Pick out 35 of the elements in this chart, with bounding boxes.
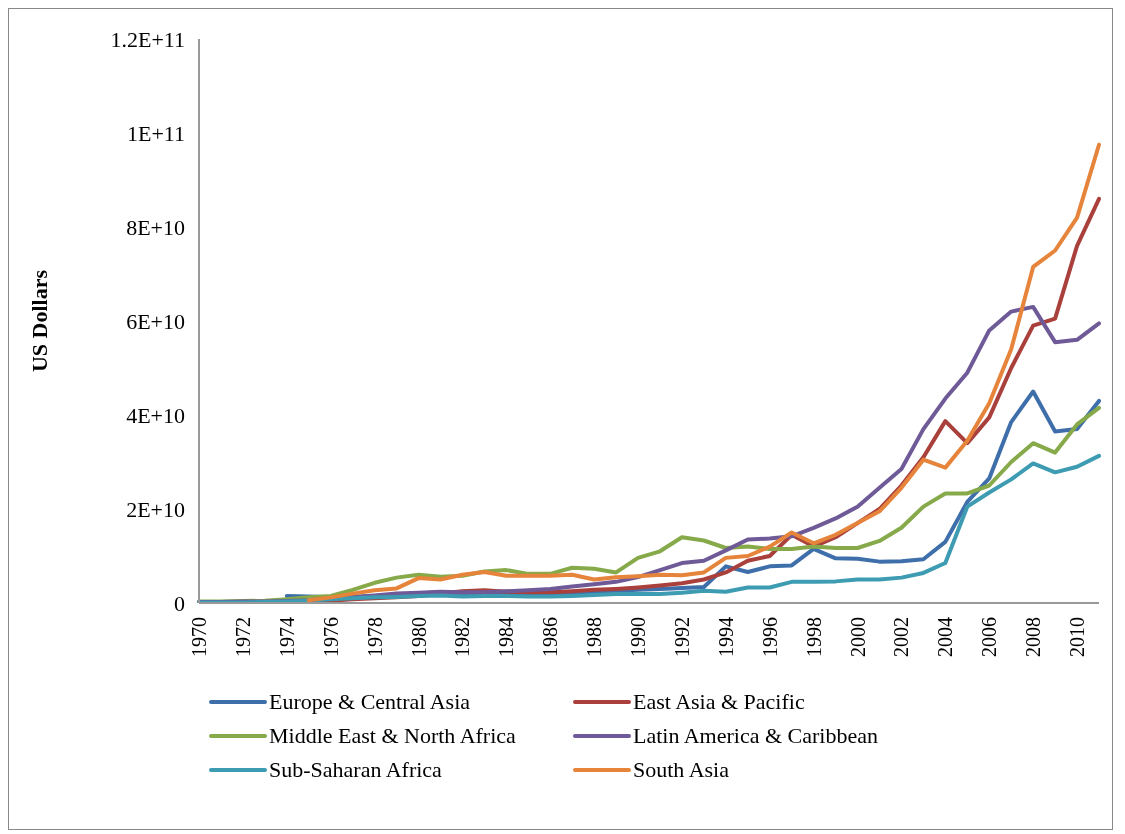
y-axis-title: US Dollars — [26, 269, 52, 373]
y-tick-label: 0 — [174, 590, 185, 616]
y-tick-label: 1.2E+11 — [110, 26, 185, 52]
x-tick-label: 1992 — [670, 617, 693, 657]
x-tick-label: 1970 — [188, 617, 210, 657]
x-tick-label: 1976 — [319, 617, 342, 657]
legend-label: South Asia — [633, 757, 729, 783]
legend-label: Latin America & Caribbean — [633, 723, 878, 749]
x-tick-label: 2004 — [934, 617, 957, 657]
y-tick-label: 6E+10 — [126, 308, 185, 334]
x-tick-label: 1974 — [275, 617, 298, 657]
legend-label: East Asia & Pacific — [633, 689, 805, 715]
x-tick-label: 2008 — [1022, 617, 1045, 657]
x-tick-label: 1980 — [407, 617, 430, 657]
x-tick-label: 2006 — [978, 617, 1001, 657]
x-tick-label: 1988 — [583, 617, 606, 657]
x-tick-label: 1998 — [802, 617, 825, 657]
x-tick-label: 2000 — [846, 617, 869, 657]
y-tick-label: 2E+10 — [126, 496, 185, 522]
y-tick-label: 1E+11 — [126, 120, 185, 146]
x-tick-label: 2010 — [1066, 617, 1089, 657]
x-tick-label: 1994 — [714, 617, 737, 657]
x-tick-label: 1990 — [627, 617, 650, 657]
x-tick-label: 1996 — [758, 617, 781, 657]
x-tick-label: 1972 — [231, 617, 254, 657]
x-tick-label: 1986 — [539, 617, 562, 657]
x-tick-label: 1984 — [495, 617, 518, 657]
y-tick-label: 8E+10 — [126, 214, 185, 240]
x-tick-label: 2002 — [890, 617, 913, 657]
y-tick-label: 4E+10 — [126, 402, 185, 428]
x-tick-label: 1978 — [363, 617, 386, 657]
x-tick-label: 1982 — [451, 617, 474, 657]
legend-label: Middle East & North Africa — [269, 723, 516, 749]
legend-label: Sub-Saharan Africa — [269, 757, 442, 783]
legend-label: Europe & Central Asia — [269, 689, 471, 715]
